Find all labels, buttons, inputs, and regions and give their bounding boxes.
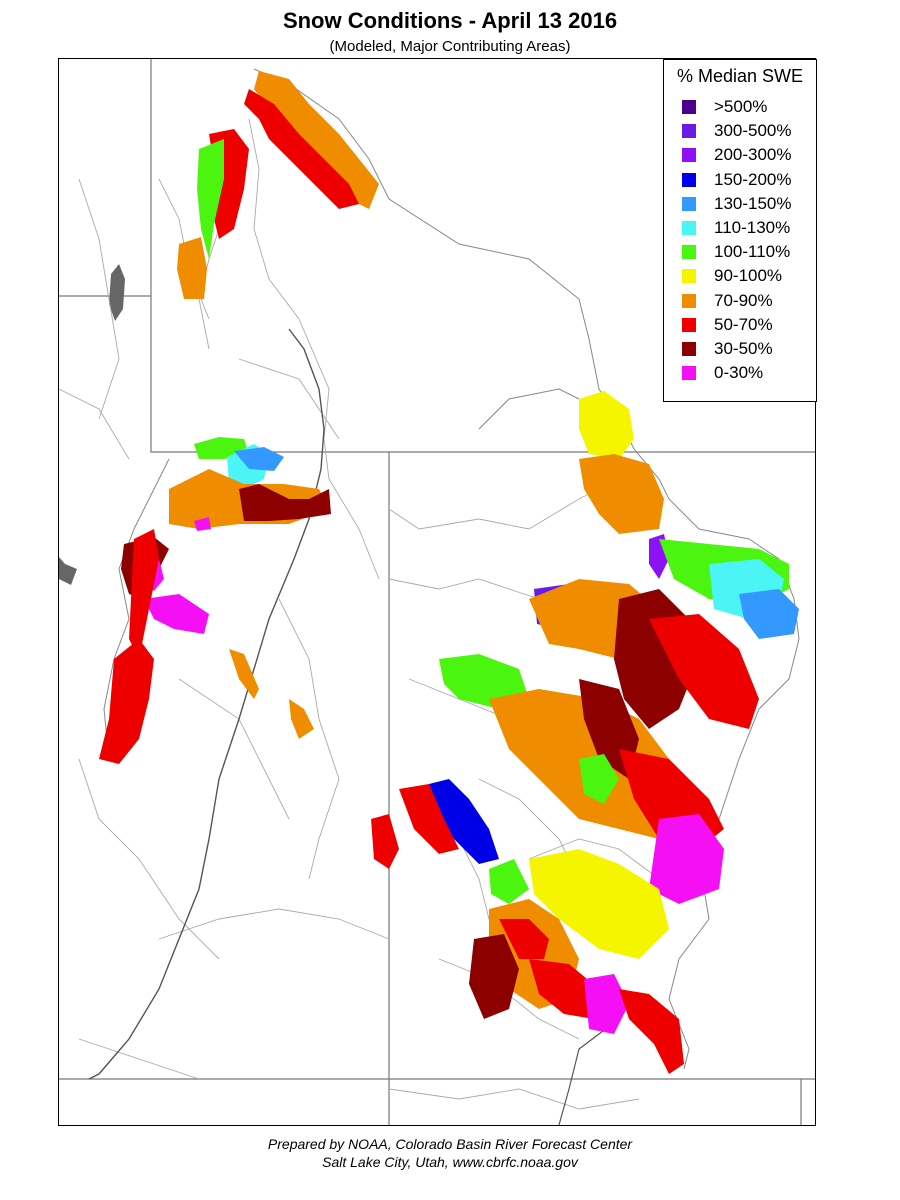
legend-label: 300-500% [714,121,792,141]
region-wasatch-orange [229,649,259,699]
legend-swatch [682,124,696,139]
legend-item: 110-130% [682,217,790,239]
legend-swatch [682,148,696,163]
legend-swatch [682,100,696,114]
region-co-red-mid [649,614,759,729]
legend-label: >500% [714,97,768,116]
region-nw-green [197,139,224,259]
region-co-red-sj [499,919,549,959]
legend-swatch [682,317,696,332]
legend-item: 100-110% [682,241,790,263]
region-co-blue [739,589,799,639]
region-nw-orange [177,237,207,299]
region-co-red-south-tip [619,989,684,1074]
legend-label: 30-50% [714,339,773,358]
legend-label: 200-300% [714,145,792,165]
legend-box: % Median SWE >500% 300-500% 200-300% 150-20… [663,59,817,402]
region-uinta-darkred [239,484,331,521]
legend-item: 150-200% [682,169,792,191]
region-wasatch-red-2 [129,529,159,659]
footer-line-2: Salt Lake City, Utah, www.cbrfc.noaa.gov [322,1154,578,1170]
legend-item: 200-300% [682,144,792,166]
legend-swatch [682,221,696,235]
legend-label: 70-90% [714,290,773,310]
legend-label: 50-70% [714,314,773,334]
legend-item: 130-150% [682,193,792,215]
region-wind-river-red [244,89,359,209]
legend-item: 300-500% [682,120,792,142]
legend-label: 150-200% [714,169,792,189]
region-co-red-west [371,814,399,869]
lake-utah [59,557,77,585]
legend-swatch [682,245,696,260]
lakes [59,264,125,585]
legend-label: 130-150% [714,193,792,213]
region-co-yellow-north [579,391,634,459]
legend-swatch [682,293,696,308]
legend-swatch [682,172,696,187]
map-title: Snow Conditions - April 13 2016 [282,8,618,33]
map-canvas [59,59,815,1125]
region-wasatch-orange-2 [289,699,314,739]
region-wasatch-red [99,639,154,764]
region-co-green-gunnison [489,859,529,904]
region-wasatch-magenta-2 [144,594,209,634]
legend-item: 50-70% [682,314,773,336]
region-co-red-grand-mesa [399,784,459,854]
legend-item: 30-50% [682,338,773,360]
legend-item: 0-30% [682,362,763,384]
legend-swatch [682,196,696,211]
region-co-green-west [439,654,529,709]
colorado-river [558,1018,620,1125]
green-river [88,328,325,1080]
region-co-orange-north [579,454,664,534]
region-co-red-sj-2 [529,959,599,1019]
region-co-darkred-sj [469,934,519,1019]
legend-swatch [682,269,696,284]
legend-item: 90-100% [682,265,782,287]
legend-swatch [682,342,696,356]
region-co-magenta-south [584,974,629,1034]
region-co-blue-grand-mesa [429,779,499,864]
legend-label: 110-130% [714,218,791,237]
snow-regions [99,71,799,1074]
region-co-magenta-east [649,814,724,904]
legend-swatch [682,366,696,381]
region-co-yellow-south [529,849,669,959]
legend-label: 100-110% [714,242,791,262]
snow-map: % Median SWE >500% 300-500% 200-300% 150-20… [58,58,817,1126]
region-wind-river-orange [254,71,379,209]
lake-bear [109,264,125,321]
legend-label: 90-100% [714,266,783,286]
legend-title: % Median SWE [676,66,804,86]
legend-item: >500% [682,96,767,118]
region-uinta-magenta [194,517,211,531]
map-subtitle: (Modeled, Major Contributing Areas) [329,38,571,55]
region-co-green-center [579,754,619,804]
legend-item: 70-90% [682,290,773,312]
region-uinta-blue [234,447,284,471]
legend-label: 0-30% [714,363,764,383]
footer-line-1: Prepared by NOAA, Colorado Basin River F… [267,1136,633,1152]
